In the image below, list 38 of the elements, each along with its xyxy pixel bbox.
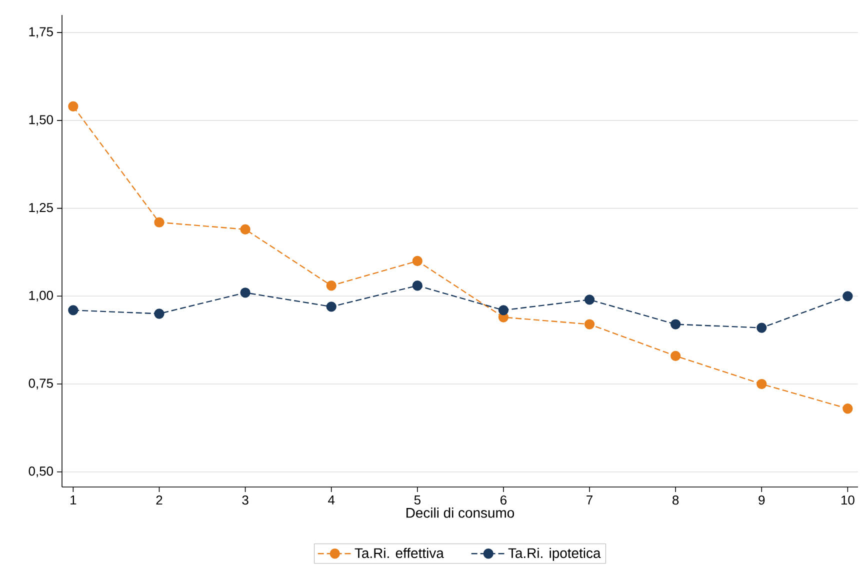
point (68, 101, 78, 112)
point (326, 302, 336, 312)
point (412, 280, 422, 291)
x-tick-label: 5 (414, 496, 420, 505)
y-tick-label: 0,50 (28, 466, 53, 478)
y-tick-label: 0,75 (28, 378, 53, 390)
point (842, 404, 853, 414)
point (326, 280, 336, 291)
x-tick-label: 8 (672, 496, 679, 505)
y-tick-label: 1,25 (29, 202, 53, 214)
point (240, 224, 250, 234)
point (68, 305, 78, 316)
y-tick-label: 1,50 (29, 115, 53, 126)
x-tick-label: 9 (758, 496, 765, 505)
x-tick-label: 4 (328, 496, 335, 504)
x-axis-title: Decili di consumo (406, 508, 514, 518)
point (154, 217, 164, 228)
legend-label: Ta.Ri. ipotetica (508, 548, 601, 561)
x-tick-label: 10 (841, 496, 854, 505)
x-tick-label: 6 (500, 496, 507, 505)
point (670, 350, 681, 361)
y-tick-label: 1,00 (29, 290, 53, 302)
legend-label: Ta.Ri. effettiva (354, 548, 444, 558)
point (498, 305, 509, 316)
x-tick-label: 1 (70, 496, 76, 504)
point (154, 308, 164, 319)
point (756, 322, 767, 333)
y-tick-label: 1,75 (29, 27, 53, 38)
point (842, 291, 853, 302)
point (240, 288, 250, 298)
x-tick-label: 3 (242, 496, 248, 505)
x-tick-label: 2 (156, 496, 162, 505)
point (584, 319, 595, 330)
point (412, 256, 422, 266)
point (756, 378, 767, 390)
point (670, 319, 681, 330)
x-tick-label: 7 (586, 496, 592, 504)
point (584, 294, 595, 305)
